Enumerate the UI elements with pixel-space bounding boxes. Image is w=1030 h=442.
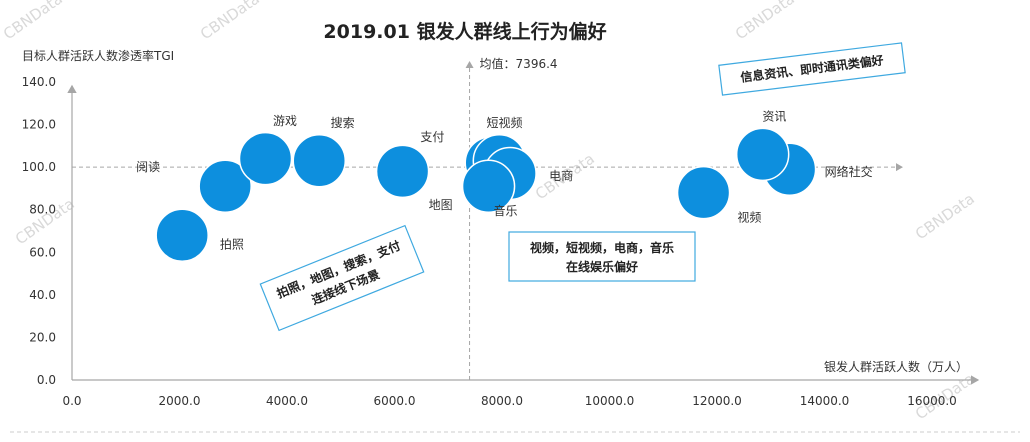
x-tick-label: 12000.0 [692, 394, 742, 408]
bubble-label: 地图 [429, 198, 453, 212]
annotation-box-entertainment: 视频，短视频，电商，音乐 在线娱乐偏好 [508, 231, 696, 282]
bubble-label: 音乐 [493, 203, 517, 218]
x-tick-label: 16000.0 [907, 394, 957, 408]
annotation-box-info: 信息资讯、即时通讯类偏好 [718, 42, 906, 96]
bubble-label: 搜索 [331, 115, 355, 130]
x-tick-label: 8000.0 [481, 394, 523, 408]
bubble-地图 [375, 144, 430, 199]
x-tick-labels: 0.0 2000.0 4000.0 6000.0 8000.0 10000.0 12000.… [62, 394, 956, 408]
bubble-label: 游戏 [273, 114, 297, 128]
y-tick-label: 120.0 [22, 118, 56, 132]
y-tick-label: 0.0 [37, 373, 56, 387]
chart-title: 2019.01 银发人群线上行为偏好 [323, 20, 606, 43]
annotation-text: 在线娱乐偏好 [566, 259, 638, 274]
y-axis-title: 目标人群活跃人数渗透率TGI [22, 48, 174, 63]
x-tick-label: 4000.0 [266, 394, 308, 408]
bubble-阅读 [198, 159, 252, 214]
watermark-text: CBNData [0, 0, 66, 43]
bubble-视频 [676, 165, 731, 220]
y-tick-label: 80.0 [29, 203, 56, 217]
bubble-label: 网络社交 [825, 164, 873, 179]
bubble-label: 支付 [420, 130, 444, 144]
watermark-text: CBNData [732, 0, 798, 43]
bubbles [155, 127, 817, 263]
y-tick-label: 60.0 [29, 245, 56, 259]
watermark-text: CBNData [197, 0, 263, 43]
x-tick-label: 2000.0 [159, 394, 201, 408]
bubble-搜索 [292, 134, 346, 188]
x-axis-title: 银发人群活跃人数（万人） [824, 359, 968, 374]
bubble-label: 电商 [549, 168, 573, 183]
bubble-label: 视频 [737, 209, 761, 224]
bubble-label: 短视频 [487, 115, 523, 130]
y-tick-label: 40.0 [29, 288, 56, 302]
x-tick-label: 10000.0 [585, 394, 635, 408]
bubble-label: 阅读 [136, 160, 160, 174]
bubble-资讯 [735, 127, 790, 182]
bubble-label: 拍照 [220, 236, 244, 251]
x-tick-label: 6000.0 [374, 394, 416, 408]
watermark-text: CBNData [912, 190, 978, 244]
mean-label: 均值：7396.4 [480, 56, 558, 71]
annotation-box-offline: 拍照，地图，搜索，支付 连接线下场景 [259, 224, 425, 332]
bubble-音乐 [461, 159, 516, 214]
y-tick-labels: 0.0 20.0 40.0 60.0 80.0 100.0 120.0 140.0 [22, 75, 56, 387]
y-tick-label: 100.0 [22, 160, 56, 174]
annotation-text: 视频，短视频，电商，音乐 [530, 240, 674, 255]
bubble-游戏 [238, 131, 293, 186]
y-tick-label: 20.0 [29, 330, 56, 344]
x-tick-label: 0.0 [62, 394, 81, 408]
bubble-拍照 [155, 208, 209, 263]
bubble-label: 资讯 [762, 110, 786, 124]
y-tick-label: 140.0 [22, 75, 56, 89]
x-tick-label: 14000.0 [800, 394, 850, 408]
